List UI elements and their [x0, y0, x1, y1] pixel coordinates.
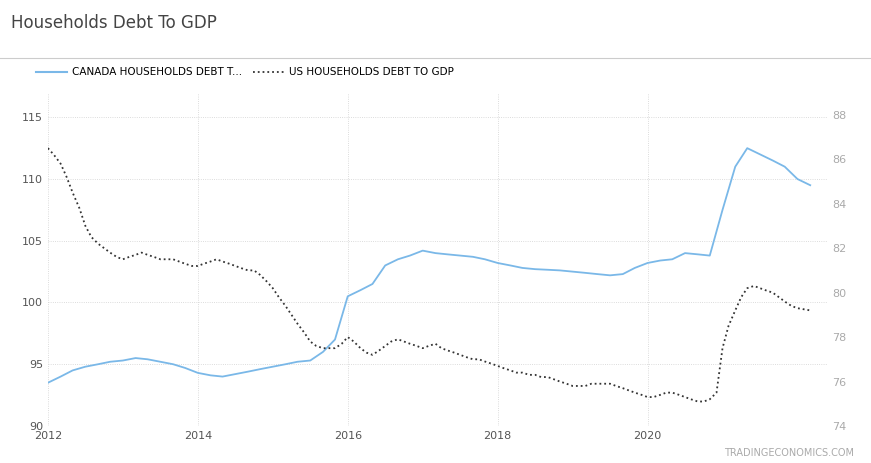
US HOUSEHOLDS DEBT TO GDP [43, 145, 53, 151]
CANADA HOUSEHOLDS DEBT T... [243, 369, 253, 375]
US HOUSEHOLDS DEBT TO GDP [780, 299, 790, 304]
CANADA HOUSEHOLDS DEBT T... [43, 380, 53, 386]
CANADA HOUSEHOLDS DEBT T... [105, 359, 115, 364]
Line: CANADA HOUSEHOLDS DEBT T...: CANADA HOUSEHOLDS DEBT T... [48, 148, 810, 383]
US HOUSEHOLDS DEBT TO GDP [749, 283, 760, 289]
CANADA HOUSEHOLDS DEBT T... [505, 263, 516, 268]
Text: TRADINGECONOMICS.COM: TRADINGECONOMICS.COM [724, 448, 854, 458]
US HOUSEHOLDS DEBT TO GDP [218, 259, 228, 264]
Legend: CANADA HOUSEHOLDS DEBT T..., US HOUSEHOLDS DEBT TO GDP: CANADA HOUSEHOLDS DEBT T..., US HOUSEHOL… [31, 63, 458, 81]
US HOUSEHOLDS DEBT TO GDP [523, 372, 534, 378]
Text: Households Debt To GDP: Households Debt To GDP [11, 14, 217, 32]
CANADA HOUSEHOLDS DEBT T... [192, 370, 203, 375]
CANADA HOUSEHOLDS DEBT T... [742, 145, 753, 151]
CANADA HOUSEHOLDS DEBT T... [417, 248, 428, 253]
US HOUSEHOLDS DEBT TO GDP [455, 352, 465, 357]
US HOUSEHOLDS DEBT TO GDP [287, 312, 297, 318]
CANADA HOUSEHOLDS DEBT T... [805, 182, 815, 188]
CANADA HOUSEHOLDS DEBT T... [705, 253, 715, 258]
US HOUSEHOLDS DEBT TO GDP [692, 399, 703, 404]
Line: US HOUSEHOLDS DEBT TO GDP: US HOUSEHOLDS DEBT TO GDP [48, 148, 810, 401]
US HOUSEHOLDS DEBT TO GDP [805, 307, 815, 313]
